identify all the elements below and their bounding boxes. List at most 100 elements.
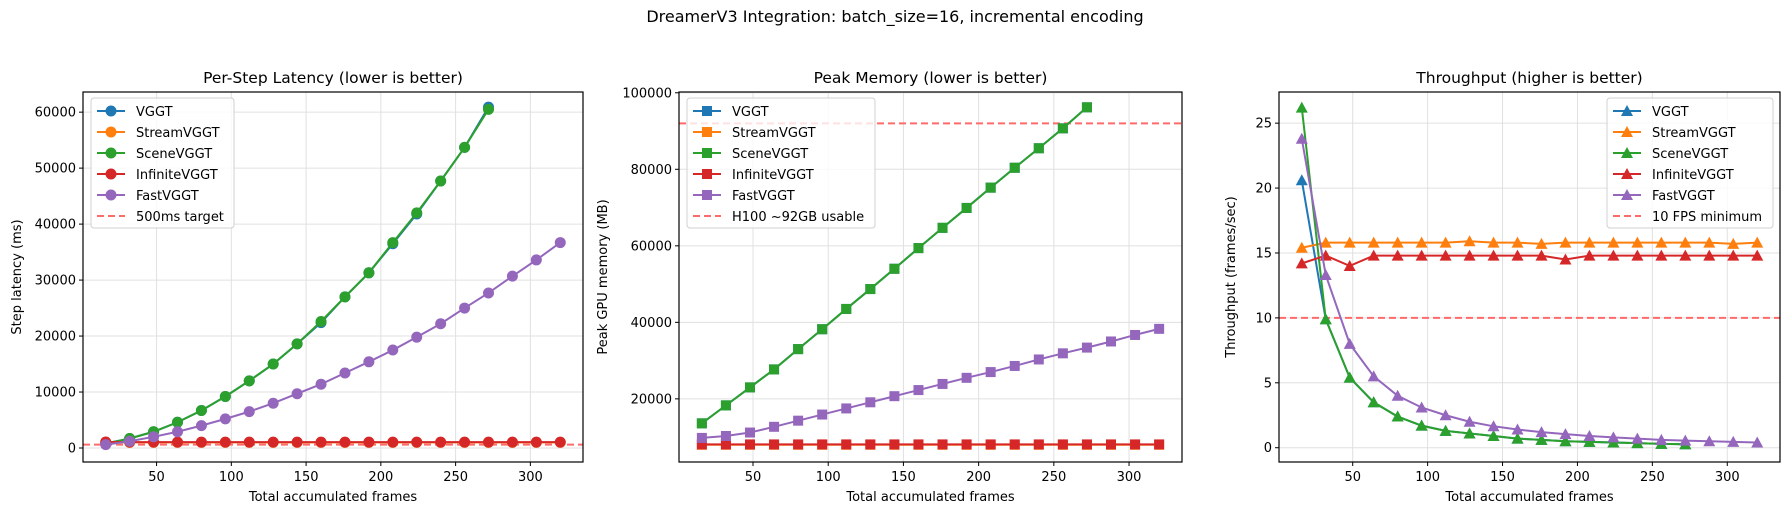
data-point bbox=[339, 367, 350, 378]
data-point bbox=[363, 267, 374, 278]
data-point bbox=[172, 437, 183, 448]
data-point bbox=[1296, 102, 1308, 113]
x-tick-label: 300 bbox=[1715, 470, 1740, 485]
legend-label: SceneVGGT bbox=[136, 147, 212, 162]
legend-box bbox=[1607, 98, 1773, 228]
x-tick-label: 250 bbox=[1640, 470, 1665, 485]
data-point bbox=[339, 437, 350, 448]
x-tick-label: 150 bbox=[1490, 470, 1515, 485]
y-tick-label: 10 bbox=[1255, 311, 1272, 326]
data-point bbox=[411, 437, 422, 448]
legend-marker bbox=[106, 190, 117, 201]
legend-box bbox=[687, 98, 875, 228]
data-point bbox=[962, 373, 972, 383]
data-point bbox=[913, 385, 923, 395]
data-point bbox=[1010, 163, 1020, 173]
x-tick-label: 50 bbox=[745, 470, 762, 485]
data-point bbox=[1034, 439, 1044, 449]
y-tick-label: 25 bbox=[1255, 117, 1272, 132]
data-point bbox=[531, 437, 542, 448]
data-point bbox=[793, 344, 803, 354]
y-tick-label: 100000 bbox=[622, 86, 672, 101]
data-point bbox=[1130, 330, 1140, 340]
y-tick-label: 20 bbox=[1255, 182, 1272, 197]
data-point bbox=[1392, 411, 1404, 422]
y-axis-label: Step latency (ms) bbox=[10, 219, 25, 334]
data-point bbox=[363, 356, 374, 367]
x-tick-label: 100 bbox=[816, 470, 841, 485]
data-point bbox=[172, 417, 183, 428]
data-point bbox=[339, 291, 350, 302]
x-tick-label: 250 bbox=[443, 470, 468, 485]
data-point bbox=[100, 439, 111, 450]
legend: VGGTStreamVGGTSceneVGGTInfiniteVGGTFastV… bbox=[1607, 98, 1773, 228]
data-point bbox=[865, 439, 875, 449]
data-point bbox=[531, 254, 542, 265]
data-point bbox=[1058, 439, 1068, 449]
y-tick-label: 20000 bbox=[631, 392, 672, 407]
data-point bbox=[962, 203, 972, 213]
data-point bbox=[769, 439, 779, 449]
x-axis-label: Total accumulated frames bbox=[248, 490, 418, 505]
legend-label: StreamVGGT bbox=[136, 126, 220, 141]
data-point bbox=[913, 439, 923, 449]
data-point bbox=[268, 398, 279, 409]
data-point bbox=[1058, 123, 1068, 133]
data-point bbox=[793, 416, 803, 426]
x-tick-label: 300 bbox=[518, 470, 543, 485]
data-point bbox=[769, 364, 779, 374]
data-point bbox=[1082, 102, 1092, 112]
data-point bbox=[316, 437, 327, 448]
data-point bbox=[962, 439, 972, 449]
data-point bbox=[889, 391, 899, 401]
data-point bbox=[817, 324, 827, 334]
data-point bbox=[889, 264, 899, 274]
data-point bbox=[316, 379, 327, 390]
y-tick-label: 0 bbox=[1264, 441, 1272, 456]
data-point bbox=[1034, 354, 1044, 364]
data-point bbox=[244, 375, 255, 386]
y-tick-label: 5 bbox=[1264, 376, 1272, 391]
data-point bbox=[507, 437, 518, 448]
subplot-title: Throughput (higher is better) bbox=[1415, 69, 1642, 87]
series-infinitevggt bbox=[100, 436, 566, 447]
data-point bbox=[938, 379, 948, 389]
y-axis-label: Peak GPU memory (MB) bbox=[596, 199, 611, 354]
legend-marker bbox=[702, 190, 712, 200]
legend-label: H100 ~92GB usable bbox=[732, 210, 864, 225]
y-tick-label: 10000 bbox=[35, 386, 76, 401]
data-point bbox=[244, 406, 255, 417]
series-infinitevggt bbox=[697, 439, 1164, 449]
data-point bbox=[697, 433, 707, 443]
data-point bbox=[268, 359, 279, 370]
data-point bbox=[196, 420, 207, 431]
legend: VGGTStreamVGGTSceneVGGTInfiniteVGGTFastV… bbox=[687, 98, 875, 228]
data-point bbox=[411, 332, 422, 343]
x-tick-label: 100 bbox=[219, 470, 244, 485]
data-point bbox=[1106, 439, 1116, 449]
y-tick-label: 40000 bbox=[35, 218, 76, 233]
series-fastvggt bbox=[100, 237, 566, 450]
data-point bbox=[986, 439, 996, 449]
y-tick-label: 50000 bbox=[35, 162, 76, 177]
series-fastvggt bbox=[697, 324, 1164, 443]
data-point bbox=[841, 439, 851, 449]
data-point bbox=[1344, 338, 1356, 349]
legend-label: 500ms target bbox=[136, 210, 224, 225]
y-tick-label: 60000 bbox=[35, 106, 76, 121]
data-point bbox=[1416, 420, 1428, 431]
legend-marker bbox=[106, 127, 117, 138]
legend-marker bbox=[702, 127, 712, 137]
x-tick-label: 50 bbox=[1344, 470, 1361, 485]
y-tick-label: 0 bbox=[68, 442, 76, 457]
data-point bbox=[148, 431, 159, 442]
legend-label: FastVGGT bbox=[732, 189, 795, 204]
data-point bbox=[1130, 439, 1140, 449]
legend-marker bbox=[106, 106, 117, 117]
data-point bbox=[986, 183, 996, 193]
data-point bbox=[196, 437, 207, 448]
data-point bbox=[865, 284, 875, 294]
